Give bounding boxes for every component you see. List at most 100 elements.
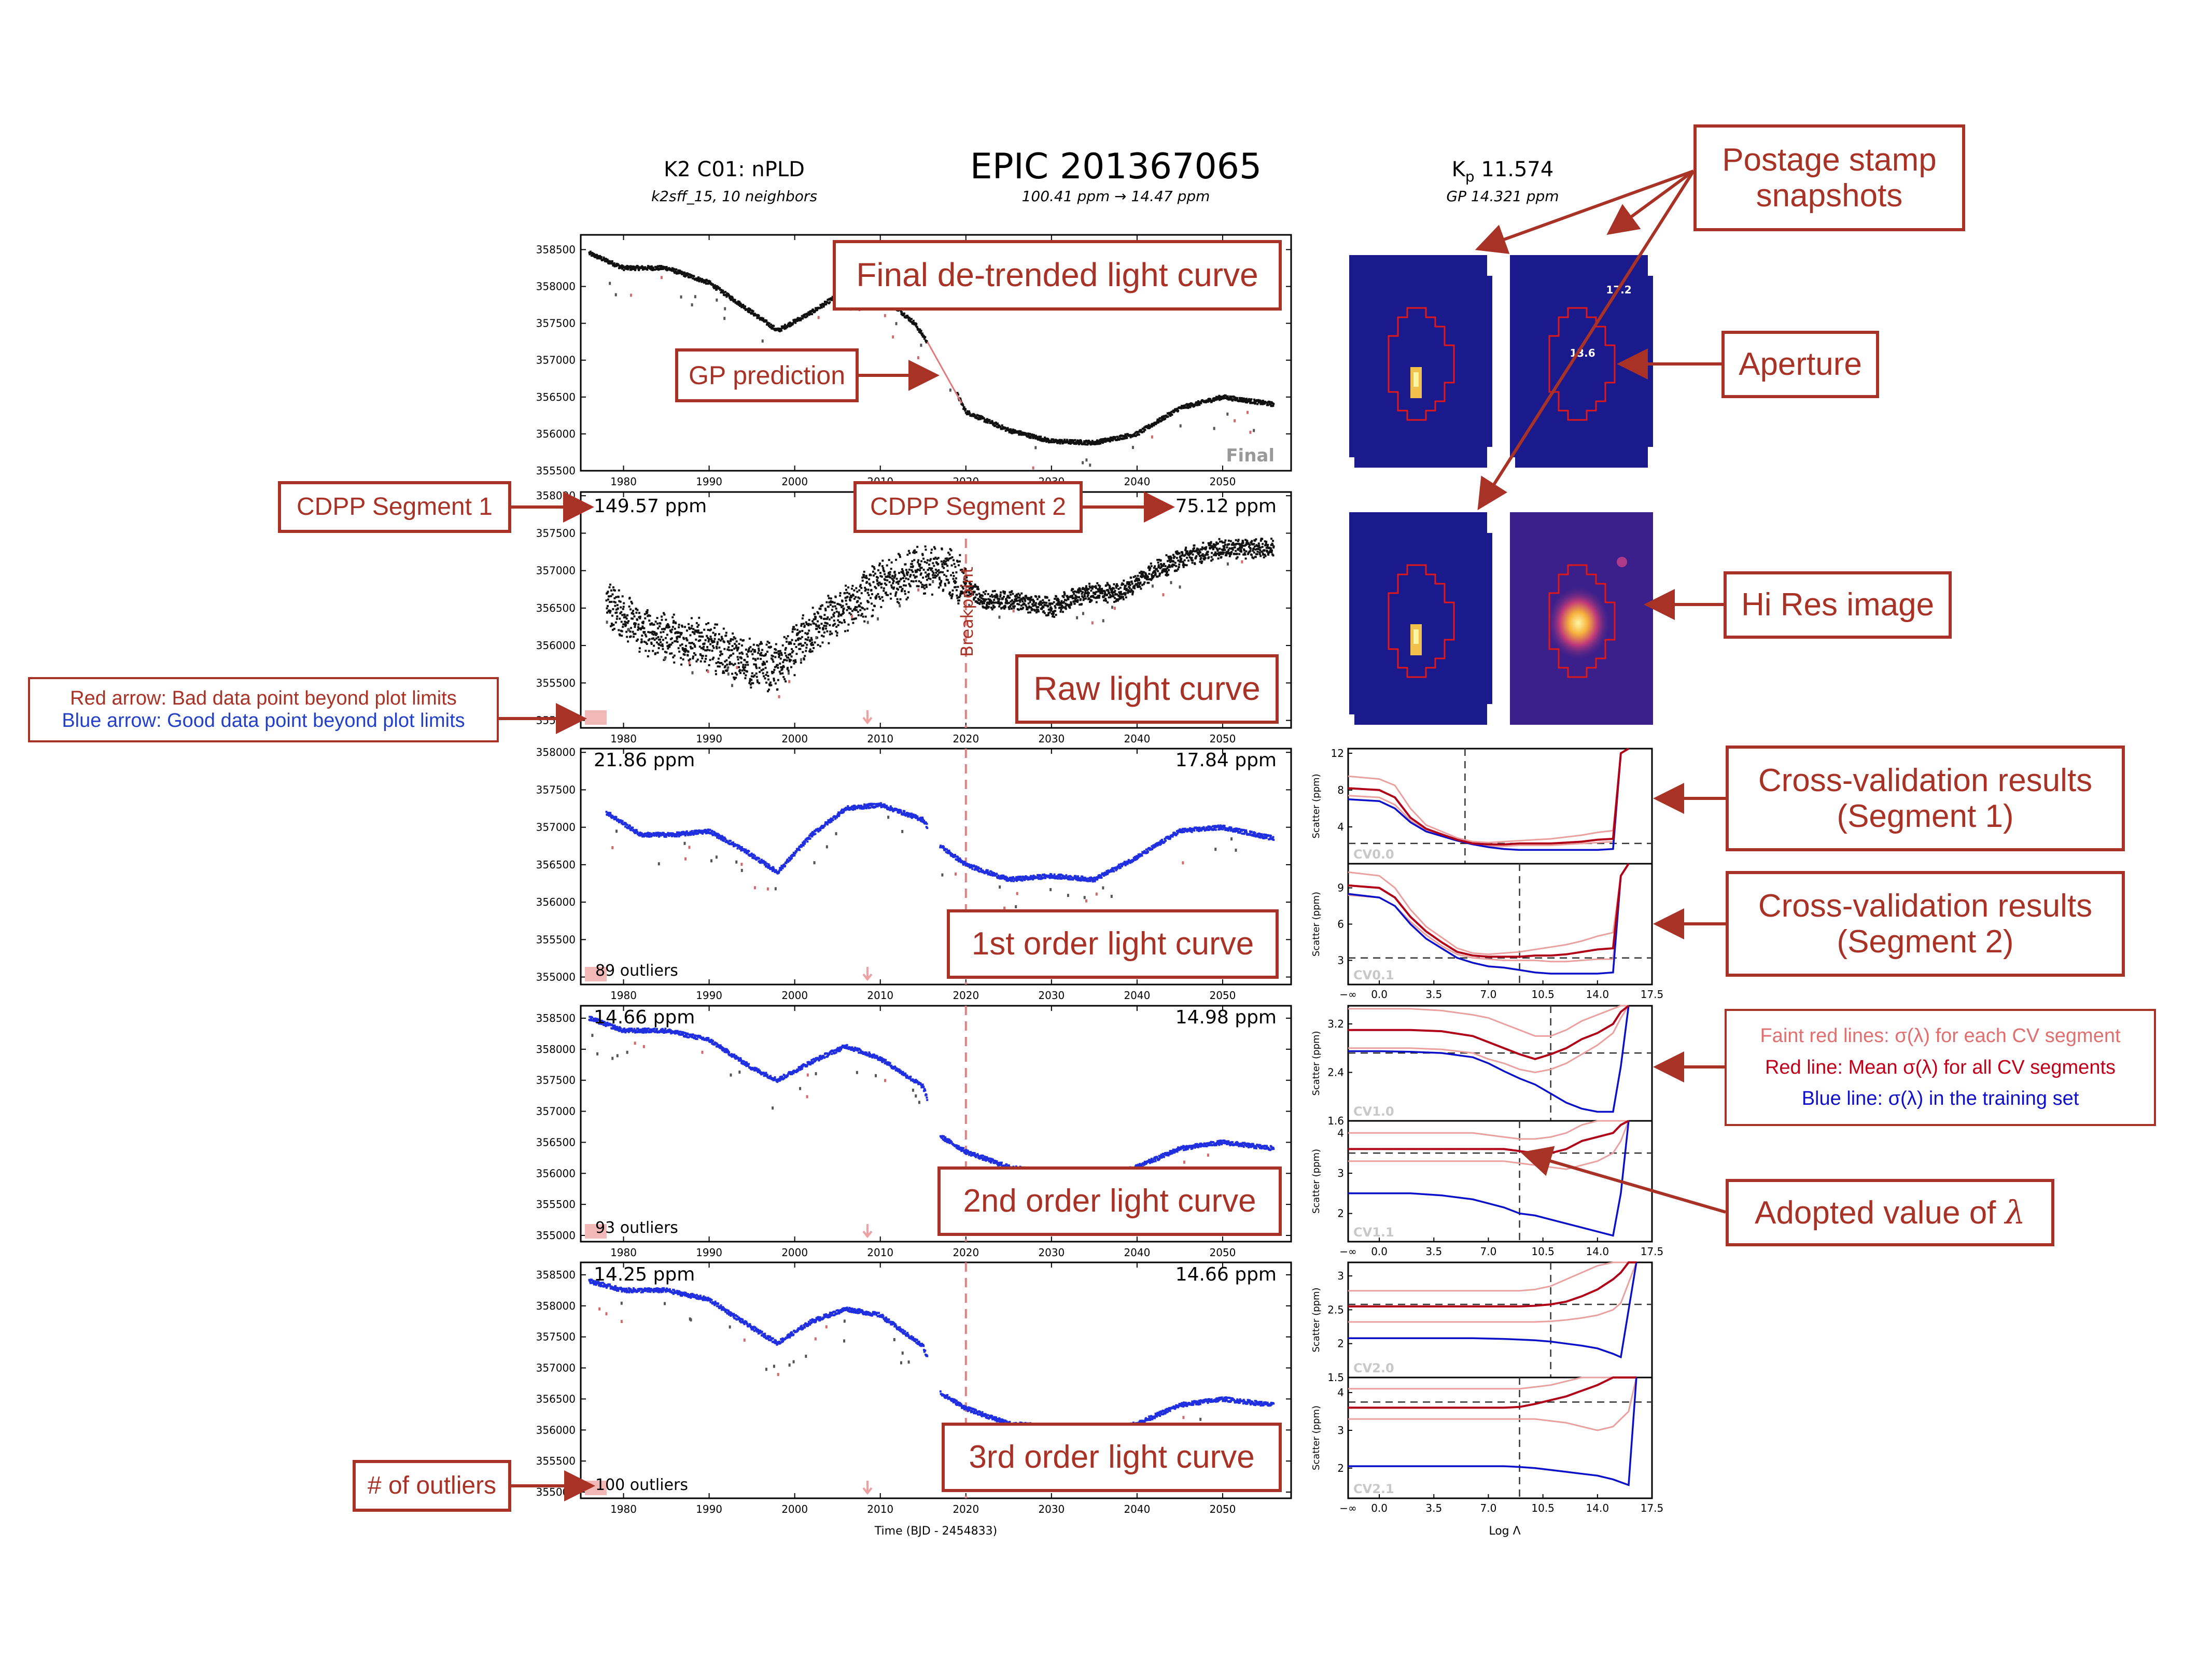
data-point: [987, 593, 989, 595]
data-point: [728, 294, 731, 297]
data-point: [1213, 400, 1215, 402]
data-point: [1248, 398, 1250, 400]
data-point: [1013, 431, 1016, 434]
data-point: [911, 560, 914, 563]
data-point: [944, 582, 946, 585]
data-point: [1267, 553, 1270, 556]
data-point: [783, 863, 786, 866]
data-point: [914, 569, 917, 572]
data-point: [833, 612, 836, 614]
data-point: [980, 597, 983, 599]
data-point: [1193, 547, 1195, 550]
data-point: [942, 588, 945, 591]
data-point: [1104, 437, 1107, 440]
data-point: [872, 570, 875, 573]
data-point: [662, 630, 665, 633]
data-point: [1195, 556, 1197, 558]
data-point: [1004, 429, 1007, 432]
data-point: [719, 654, 721, 657]
data-point: [1196, 404, 1199, 406]
data-point: [1125, 584, 1127, 587]
data-point: [812, 643, 815, 646]
data-point: [1107, 583, 1110, 586]
data-point: [759, 671, 761, 673]
data-point: [961, 570, 963, 573]
data-point: [1197, 548, 1200, 551]
data-point: [615, 262, 618, 265]
data-point: [704, 660, 706, 663]
data-point: [696, 278, 699, 281]
data-point: [1141, 573, 1144, 576]
data-point: [707, 828, 709, 831]
data-point: [817, 830, 820, 833]
data-point: [1139, 430, 1142, 433]
data-point: [1076, 591, 1079, 593]
data-point: [716, 834, 718, 837]
data-point: [1116, 599, 1119, 602]
data-point: [720, 662, 723, 664]
data-point: [1178, 552, 1181, 555]
data-point: [748, 647, 750, 650]
data-point: [648, 834, 650, 837]
data-point: [834, 596, 837, 598]
data-point: [1025, 604, 1027, 607]
data-point: [1007, 606, 1010, 609]
data-point: [1184, 554, 1186, 556]
data-point: [744, 666, 746, 669]
data-point: [1242, 542, 1244, 544]
data-point: [750, 675, 753, 678]
data-point: [1149, 567, 1152, 569]
data-point: [1155, 421, 1158, 424]
data-point: [1008, 608, 1011, 610]
data-point: [736, 847, 739, 850]
x-tick-label: 1980: [610, 733, 637, 745]
data-point: [741, 306, 744, 308]
data-point: [744, 850, 747, 853]
data-point: [1048, 611, 1051, 614]
data-point: [786, 860, 788, 863]
data-point: [630, 600, 633, 603]
data-point: [844, 597, 847, 599]
data-point: [848, 593, 850, 595]
data-point: [767, 866, 769, 869]
data-point: [1069, 439, 1071, 441]
data-point: [798, 319, 801, 322]
data-point: [708, 649, 711, 652]
data-point: [733, 300, 735, 303]
data-point: [1112, 594, 1114, 596]
data-point: [881, 599, 884, 602]
data-point: [1011, 590, 1013, 593]
data-point: [766, 660, 768, 663]
data-point: [867, 601, 870, 603]
data-point: [946, 557, 948, 560]
data-point: [1104, 598, 1107, 600]
data-point: [618, 821, 620, 824]
data-point: [670, 652, 673, 655]
data-point: [904, 593, 906, 595]
data-point: [858, 589, 861, 592]
data-point: [1158, 574, 1161, 577]
data-point: [775, 665, 778, 668]
data-point: [1125, 596, 1127, 599]
data-point: [922, 577, 925, 579]
data-point: [1171, 413, 1173, 416]
data-point: [780, 329, 783, 332]
data-point: [1084, 595, 1086, 598]
data-point: [1017, 609, 1020, 611]
kp-value: 11.574: [1475, 158, 1554, 181]
data-point: [682, 272, 685, 275]
data-point: [1167, 555, 1170, 558]
data-point: [1013, 600, 1016, 603]
data-point: [716, 641, 719, 643]
data-point: [829, 633, 831, 636]
data-point: [1105, 599, 1108, 602]
outlier-point: [1151, 435, 1153, 439]
data-point: [1137, 431, 1140, 433]
data-point: [642, 622, 645, 625]
data-point: [1105, 584, 1108, 587]
data-point: [758, 649, 760, 652]
data-point: [809, 833, 812, 836]
y-tick-label: 356000: [536, 639, 576, 652]
data-point: [1181, 554, 1184, 556]
data-point: [1070, 601, 1072, 603]
